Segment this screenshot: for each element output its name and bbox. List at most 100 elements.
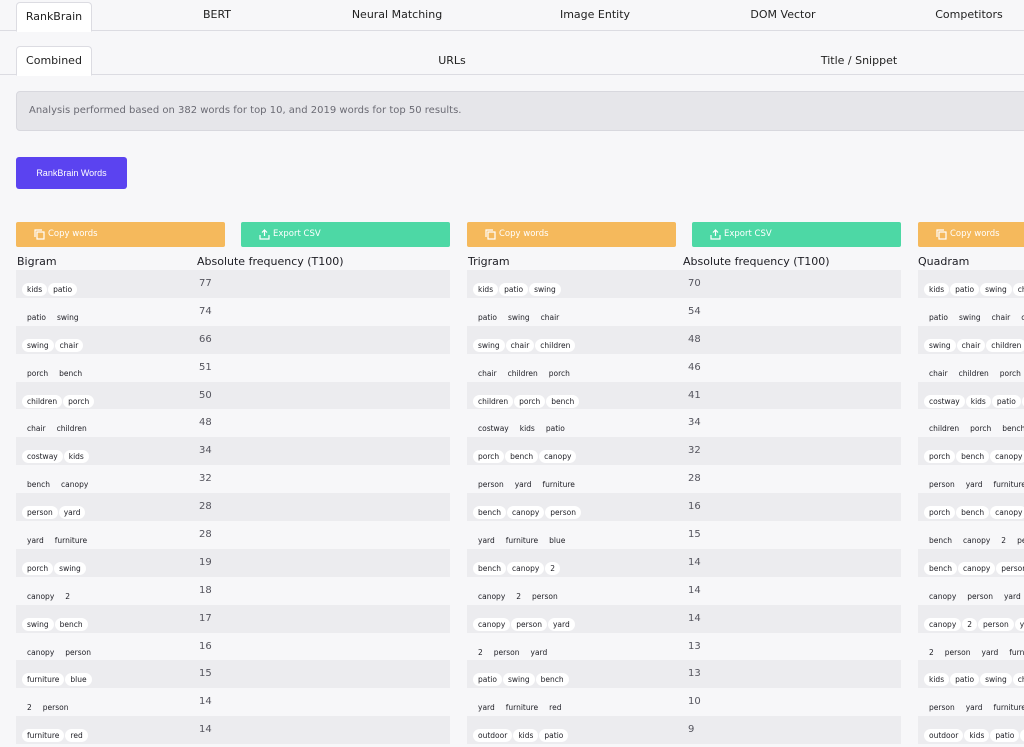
table-row: swingchairchildrenp: [918, 325, 1024, 354]
word-chips: furniture blue: [22, 667, 93, 687]
copy-icon: [485, 229, 496, 240]
table-row: canopy person yard 14: [467, 604, 901, 633]
word-chips: yard furniture blue: [473, 528, 571, 547]
quadram-column: Copy words Quadram kidspatioswingchpatio…: [918, 222, 1024, 747]
word-chips: children porch bench: [473, 389, 580, 408]
table-row: porch swing 19: [16, 548, 450, 577]
word-chip: red: [549, 703, 562, 713]
word-chip: person: [929, 480, 955, 490]
frequency-value: 14: [688, 584, 701, 596]
word-chip: bench: [505, 450, 539, 464]
word-chip: yard: [547, 617, 575, 631]
word-chip: porch: [514, 394, 546, 408]
tab-competitors[interactable]: Competitors: [935, 8, 1003, 21]
word-chips: swing chair: [22, 333, 84, 352]
tab-rankbrain[interactable]: RankBrain: [16, 2, 92, 32]
export-csv-label: Export CSV: [273, 229, 321, 239]
table-row: kids patio swing 70: [467, 270, 901, 298]
frequency-value: 15: [688, 529, 701, 541]
frequency-value: 77: [199, 278, 212, 289]
table-row: costwaykidspatios: [918, 381, 1024, 410]
tab-dom-vector[interactable]: DOM Vector: [750, 8, 816, 21]
copy-icon: [34, 229, 45, 240]
word-chip: swing: [980, 673, 1012, 687]
word-chip: children: [473, 394, 514, 408]
word-chip: yard: [27, 536, 44, 546]
table-row: patio swing 74: [16, 298, 450, 326]
word-chip: chair: [505, 338, 535, 352]
word-chip: chair: [540, 312, 560, 322]
frequency-value: 34: [199, 445, 212, 457]
frequency-value: 41: [688, 389, 701, 401]
table-row: 2 person yard furn: [918, 633, 1024, 661]
word-chip: person: [478, 480, 504, 490]
word-chips: porchbenchcanopy2: [924, 500, 1024, 520]
word-chip: children: [986, 338, 1024, 352]
word-chip: person: [493, 647, 520, 657]
frequency-value: 15: [199, 668, 212, 680]
word-chip: swing: [507, 312, 530, 322]
tab-title-snippet[interactable]: Title / Snippet: [820, 54, 898, 67]
word-chip: kids: [513, 729, 539, 743]
frequency-value: 14: [688, 612, 701, 624]
word-chip: furniture: [22, 729, 65, 743]
frequency-value: 9: [688, 724, 695, 736]
word-chip: kids: [473, 283, 499, 296]
copy-words-button[interactable]: Copy words: [467, 222, 676, 247]
table-row: outdoorkidspatios: [918, 716, 1024, 745]
table-row: chair children 48: [16, 409, 450, 437]
word-chip: children: [929, 424, 960, 434]
word-chip: bench: [956, 450, 990, 464]
word-chips: patio swing chair: [473, 305, 565, 324]
word-chip: children: [958, 368, 989, 378]
word-chips: bench canopy: [22, 472, 94, 491]
word-chip: children: [22, 394, 63, 408]
word-chip: patio: [27, 312, 46, 322]
table-row: porchbenchcanopy2: [918, 493, 1024, 522]
word-chip: kids: [63, 450, 89, 464]
tab-bert[interactable]: BERT: [202, 8, 232, 21]
table-row: 2 person 14: [16, 688, 450, 716]
table-row: chairchildrenporchb: [918, 354, 1024, 382]
export-csv-button[interactable]: Export CSV: [692, 222, 901, 247]
word-chip: ch: [1012, 283, 1024, 296]
word-chips: kidspatioswingch: [924, 277, 1024, 296]
tab-neural-matching[interactable]: Neural Matching: [351, 8, 443, 21]
word-chips: children porch: [22, 389, 95, 408]
word-chip: 2: [65, 591, 71, 601]
table-row: kids patio 77: [16, 270, 450, 298]
word-chip: swing: [502, 673, 535, 687]
copy-words-label: Copy words: [950, 229, 1000, 239]
copy-words-button[interactable]: Copy words: [16, 222, 225, 247]
table-row: costway kids 34: [16, 437, 450, 466]
tab-urls[interactable]: URLs: [438, 54, 466, 67]
word-chip: kids: [924, 283, 950, 296]
word-chips: 2 person: [22, 695, 75, 714]
frequency-value: 14: [688, 556, 701, 568]
word-chip: chair: [956, 338, 986, 352]
table-row: bench canopy 32: [16, 465, 450, 493]
rankbrain-words-button[interactable]: RankBrain Words: [16, 157, 127, 189]
word-chip: swing: [56, 312, 79, 322]
word-chip: bench: [956, 506, 990, 520]
word-chip: canopy: [478, 591, 506, 601]
frequency-value: 16: [688, 501, 701, 513]
table-row: chair children porch 46: [467, 354, 901, 382]
frequency-value: 19: [199, 556, 212, 568]
export-csv-button[interactable]: Export CSV: [241, 222, 450, 247]
word-chip: patio: [473, 673, 502, 687]
word-chip: canopy: [507, 506, 545, 520]
word-chip: patio: [950, 673, 980, 687]
word-chip: person: [978, 617, 1014, 631]
table-row: patio swing chair 54: [467, 298, 901, 326]
table-row: furniture red 14: [16, 716, 450, 745]
tab-image-entity[interactable]: Image Entity: [559, 8, 631, 21]
copy-words-button[interactable]: Copy words: [918, 222, 1024, 247]
analysis-info: Analysis performed based on 382 words fo…: [16, 91, 1024, 131]
table-row: kidspatioswingch: [918, 660, 1024, 689]
table-row: 2 person yard 13: [467, 633, 901, 661]
tab-combined[interactable]: Combined: [16, 46, 92, 76]
trigram-frequency-header: Absolute frequency (T100): [683, 255, 830, 268]
